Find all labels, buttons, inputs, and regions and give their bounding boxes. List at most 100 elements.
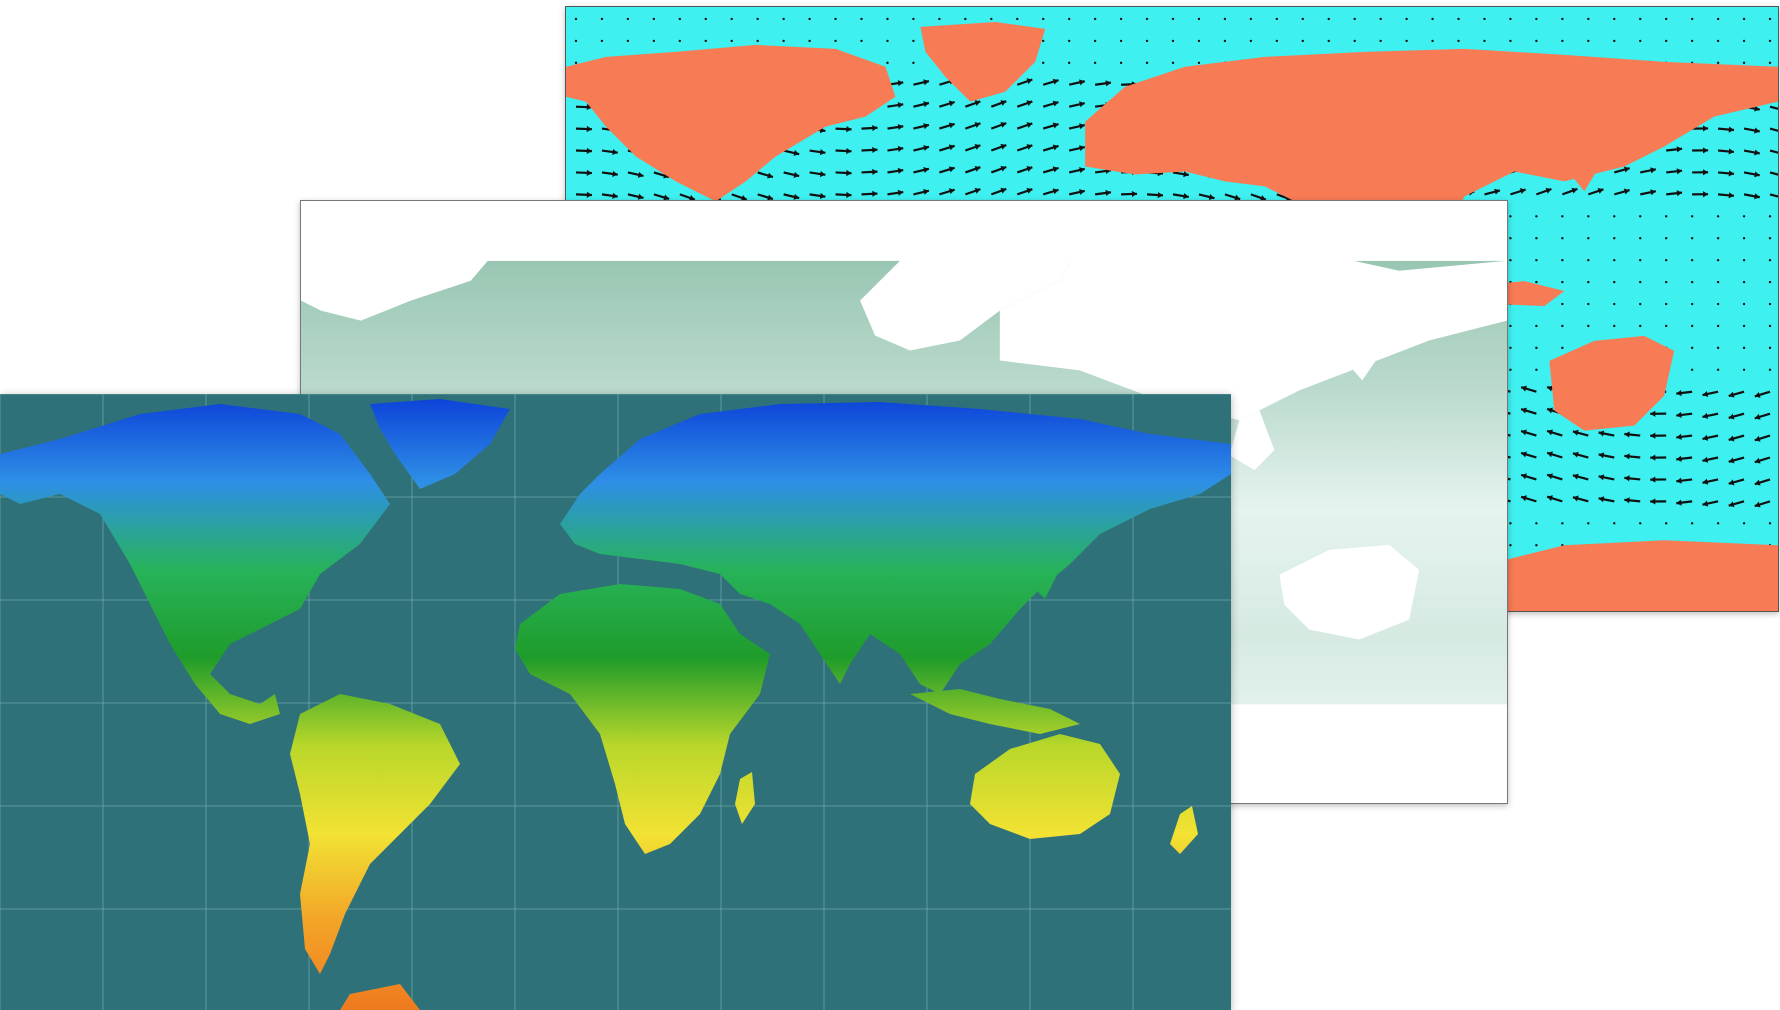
wind-dot xyxy=(1768,258,1772,262)
wind-dot xyxy=(1613,280,1616,284)
wind-arrow-head xyxy=(1000,187,1007,194)
wind-dot xyxy=(1690,258,1694,262)
wind-arrow-head xyxy=(897,123,904,131)
wind-dot xyxy=(1664,215,1668,218)
wind-dot xyxy=(1535,17,1538,21)
wind-dot xyxy=(1171,39,1175,43)
wind-arrow xyxy=(1769,193,1778,198)
wind-dot xyxy=(1716,522,1720,525)
wind-arrow-head xyxy=(1079,101,1085,108)
wind-dot xyxy=(1535,346,1538,350)
wind-dot xyxy=(1716,280,1720,284)
wind-dot xyxy=(1690,215,1694,218)
wind-dot xyxy=(1561,39,1564,43)
wind-dot xyxy=(886,17,889,21)
wind-dot xyxy=(1639,324,1642,328)
wind-dot xyxy=(1509,39,1512,43)
wind-dot xyxy=(1768,215,1772,218)
wind-arrow-head xyxy=(1728,457,1735,464)
wind-dot xyxy=(1249,39,1253,43)
wind-arrow-head xyxy=(1728,479,1735,486)
wind-dot xyxy=(574,17,578,21)
wind-dot xyxy=(1742,302,1746,306)
wind-dot xyxy=(1613,237,1616,240)
wind-arrow-head xyxy=(1624,475,1630,482)
wind-dot xyxy=(1223,39,1227,43)
wind-arrow-head xyxy=(1754,435,1761,442)
wind-dot xyxy=(1067,61,1071,65)
wind-arrow-head xyxy=(1676,190,1683,197)
wind-arrow-head xyxy=(1494,188,1500,195)
wind-arrow-head xyxy=(923,101,929,108)
wind-arrow-head xyxy=(1728,192,1735,199)
wind-arrow-head xyxy=(1754,127,1760,134)
wind-dot xyxy=(1535,237,1538,240)
wind-dot xyxy=(1639,522,1642,525)
wind-arrow-head xyxy=(1728,435,1735,442)
wind-arrow-head xyxy=(872,146,878,154)
wind-arrow-head xyxy=(1624,453,1630,460)
wind-arrow xyxy=(1769,105,1778,110)
wind-dot xyxy=(1249,17,1253,21)
wind-arrow-head xyxy=(1052,166,1059,173)
wind-arrow-head xyxy=(1079,167,1085,174)
wind-dot xyxy=(1742,522,1746,525)
wind-arrow-head xyxy=(1676,499,1682,506)
wind-dot xyxy=(1457,17,1460,21)
wind-arrow-head xyxy=(1000,165,1007,172)
wind-arrow-head xyxy=(1547,495,1553,502)
wind-arrow-head xyxy=(740,195,747,201)
wind-dot xyxy=(886,39,889,43)
wind-dot xyxy=(1535,324,1538,328)
wind-dot xyxy=(1093,61,1097,65)
wind-arrow-head xyxy=(846,126,852,133)
wind-dot xyxy=(1587,280,1590,284)
wind-dot xyxy=(1664,302,1668,306)
wind-dot xyxy=(1509,324,1512,328)
wind-dot xyxy=(1690,324,1694,328)
wind-arrow-head xyxy=(1519,188,1526,195)
wind-dot xyxy=(1690,302,1694,306)
wind-dot xyxy=(1664,237,1668,240)
wind-dot xyxy=(1716,17,1720,21)
wind-dot xyxy=(678,17,682,21)
wind-arrow-head xyxy=(1702,125,1709,132)
wind-dot xyxy=(1093,17,1097,21)
chl-land-australia xyxy=(1279,544,1420,640)
wind-dot xyxy=(964,17,967,21)
wind-dot xyxy=(1613,39,1616,43)
wind-dot xyxy=(1768,522,1772,525)
land-temperature-map xyxy=(0,394,1231,1010)
wind-arrow-head xyxy=(1052,188,1059,195)
wind-arrow-head xyxy=(1728,391,1735,398)
wind-arrow-head xyxy=(1000,121,1007,128)
wind-dot xyxy=(1067,17,1071,21)
wind-dot xyxy=(1535,368,1538,371)
wind-arrow-head xyxy=(1728,170,1735,177)
wind-dot xyxy=(1431,17,1434,21)
wind-arrow-head xyxy=(1702,191,1709,198)
wind-arrow-head xyxy=(1572,451,1579,458)
wind-arrow-head xyxy=(1676,455,1682,462)
wind-dot xyxy=(626,17,630,21)
chl-land-seasia xyxy=(1229,410,1275,471)
wind-dot xyxy=(1535,215,1538,218)
wind-arrow-head xyxy=(1623,188,1630,195)
wind-arrow-head xyxy=(1728,501,1735,508)
wind-arrow-head xyxy=(1052,78,1059,85)
wind-arrow-head xyxy=(1521,385,1527,392)
wind-dot xyxy=(1431,39,1434,43)
wind-dot xyxy=(1275,39,1279,43)
wind-dot xyxy=(938,17,941,21)
wind-arrow-head xyxy=(612,148,618,156)
wind-arrow-head xyxy=(923,123,929,130)
wind-arrow-head xyxy=(1754,149,1760,156)
wind-arrow-head xyxy=(846,147,852,155)
wind-dot xyxy=(1664,39,1668,43)
wind-arrow-head xyxy=(1598,496,1605,503)
wind-dot xyxy=(600,39,604,43)
wind-arrow-head xyxy=(1754,193,1760,200)
land-australia xyxy=(1549,335,1675,431)
wind-arrow-head xyxy=(1728,148,1735,155)
wind-dot xyxy=(1639,237,1642,240)
